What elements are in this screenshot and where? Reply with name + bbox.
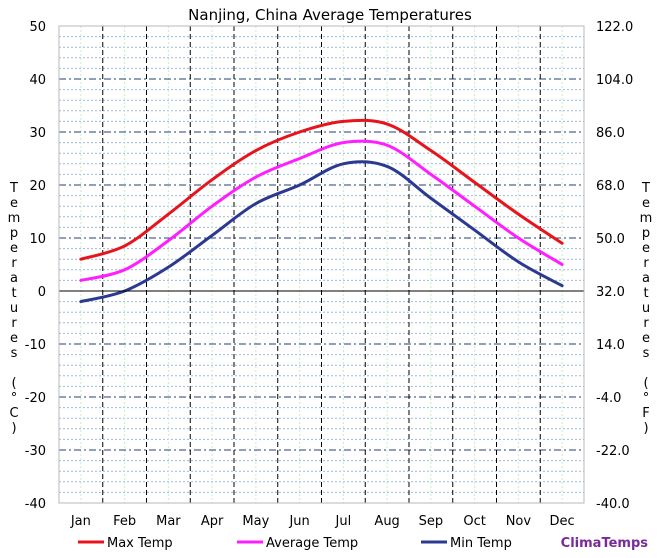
axis-label-char: ): [11, 421, 16, 436]
axis-label-char: (: [643, 376, 648, 391]
grid: [59, 26, 584, 503]
axis-label-char: s: [643, 346, 650, 361]
tick-labels: 50 40 30 20 10 0 -10 -20 -30 -40 122.0 104.0 86.0 68.…: [25, 20, 633, 529]
x-tick-label: Dec: [550, 514, 575, 529]
y-tick-label-left: -20: [25, 391, 46, 406]
axis-label-char: e: [10, 196, 18, 211]
y-tick-label-left: -30: [25, 444, 46, 459]
axis-label-char: u: [10, 301, 18, 316]
legend-label-average-temp: Average Temp: [266, 536, 358, 551]
axis-label-char: r: [11, 256, 17, 271]
y-tick-label-left: 30: [29, 126, 46, 141]
x-tick-label: Feb: [113, 514, 136, 529]
y-tick-label-right: -4.0: [596, 391, 621, 406]
y-tick-label-right: 86.0: [596, 126, 625, 141]
y-axis-label-left: Temperatures(°C): [8, 181, 21, 436]
x-tick-label: Oct: [463, 514, 485, 529]
axis-label-char: e: [10, 331, 18, 346]
axis-label-char: s: [11, 346, 18, 361]
y-tick-label-right: 14.0: [596, 338, 625, 353]
plot-border: [58, 25, 585, 504]
axis-label-char: ): [643, 421, 648, 436]
x-tick-label: Jul: [335, 514, 352, 529]
y-axis-label-right: Temperatures(°F): [640, 181, 653, 436]
axis-label-char: °: [11, 391, 18, 406]
y-tick-label-right: -22.0: [596, 444, 630, 459]
x-tick-label: Sep: [419, 514, 444, 529]
axis-label-char: m: [640, 211, 653, 226]
axis-label-char: F: [642, 406, 649, 421]
x-tick-label: Jan: [70, 514, 91, 529]
axis-label-char: a: [642, 271, 650, 286]
axis-label-char: T: [9, 181, 18, 196]
x-tick-label: Nov: [506, 514, 532, 529]
y-tick-label-right: 122.0: [596, 20, 633, 35]
y-tick-label-left: 0: [38, 285, 46, 300]
series-line-min-temp: [79, 160, 564, 304]
series-line-average-temp: [79, 139, 564, 282]
axis-label-char: u: [642, 301, 650, 316]
legend-label-max-temp: Max Temp: [107, 536, 173, 551]
axes: [58, 25, 585, 504]
y-tick-label-left: 50: [29, 20, 46, 35]
y-tick-label-left: 10: [29, 232, 46, 247]
axis-label-char: C: [9, 406, 18, 421]
series-lines: [79, 118, 564, 304]
y-tick-label-left: -10: [25, 338, 46, 353]
axis-label-char: a: [10, 271, 18, 286]
axis-label-char: p: [10, 226, 18, 241]
y-tick-label-right: 50.0: [596, 232, 625, 247]
axis-label-char: r: [643, 256, 649, 271]
y-tick-label-right: 68.0: [596, 179, 625, 194]
brand-label: ClimaTemps: [561, 536, 649, 551]
y-tick-label-right: 32.0: [596, 285, 625, 300]
axis-label-char: °: [643, 391, 650, 406]
axis-label-char: p: [642, 226, 650, 241]
y-tick-label-right: -40.0: [596, 497, 630, 512]
y-tick-label-left: 20: [29, 179, 46, 194]
x-tick-label: Apr: [201, 514, 224, 529]
y-tick-label-right: 104.0: [596, 73, 633, 88]
x-tick-label: Aug: [374, 514, 399, 529]
axis-label-char: (: [11, 376, 16, 391]
x-tick-label: Mar: [156, 514, 181, 529]
chart-title: Nanjing, China Average Temperatures: [188, 6, 472, 24]
axis-label-char: e: [642, 196, 650, 211]
y-tick-label-left: 40: [29, 73, 46, 88]
legend: Max Temp Average Temp Min Temp: [78, 536, 512, 551]
axis-label-char: t: [643, 286, 648, 301]
axis-label-char: r: [11, 316, 17, 331]
axis-label-char: m: [8, 211, 21, 226]
axis-label-char: t: [11, 286, 16, 301]
axis-label-char: e: [10, 241, 18, 256]
x-tick-label: Jun: [288, 514, 309, 529]
axis-label-char: T: [641, 181, 650, 196]
series-line-max-temp: [79, 118, 564, 261]
axis-label-char: r: [643, 316, 649, 331]
legend-label-min-temp: Min Temp: [450, 536, 512, 551]
axis-label-char: e: [642, 241, 650, 256]
y-tick-label-left: -40: [25, 497, 46, 512]
axis-label-char: e: [642, 331, 650, 346]
x-tick-label: May: [242, 514, 269, 529]
